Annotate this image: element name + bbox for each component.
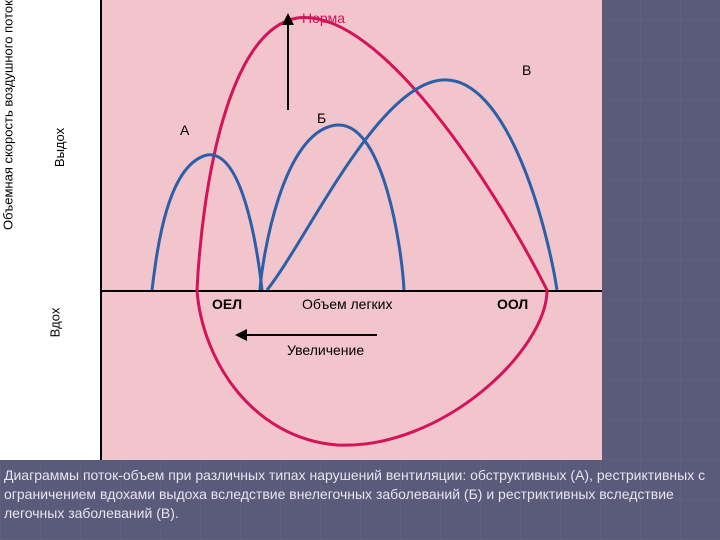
y-axis-sublabel-inhale: Вдох [47, 308, 62, 338]
label-v: В [522, 62, 531, 78]
curve-b [260, 125, 404, 290]
arrow-up-icon [287, 15, 289, 110]
figure-container: Объемная скорость воздушного потока Выдо… [0, 0, 600, 460]
x-axis-right-label: ООЛ [497, 296, 528, 312]
label-b: Б [317, 110, 326, 126]
x-axis-title: Объем легких [302, 296, 393, 312]
plot-area: Норма А Б В ОЕЛ Объем легких ООЛ Увеличе… [100, 0, 602, 460]
y-axis-sublabel-exhale: Выдох [52, 128, 67, 167]
curve-v [267, 80, 557, 290]
label-a: А [180, 122, 189, 138]
x-axis-left-label: ОЕЛ [212, 296, 242, 312]
label-norma: Норма [302, 10, 345, 26]
curve-norma [197, 17, 547, 445]
x-axis-increase-label: Увеличение [287, 342, 364, 358]
curve-a [152, 155, 262, 290]
figure-caption: Диаграммы поток-объем при различных типа… [4, 466, 714, 523]
y-axis-title: Объемная скорость воздушного потока [1, 0, 16, 230]
arrow-left-icon [237, 334, 377, 336]
